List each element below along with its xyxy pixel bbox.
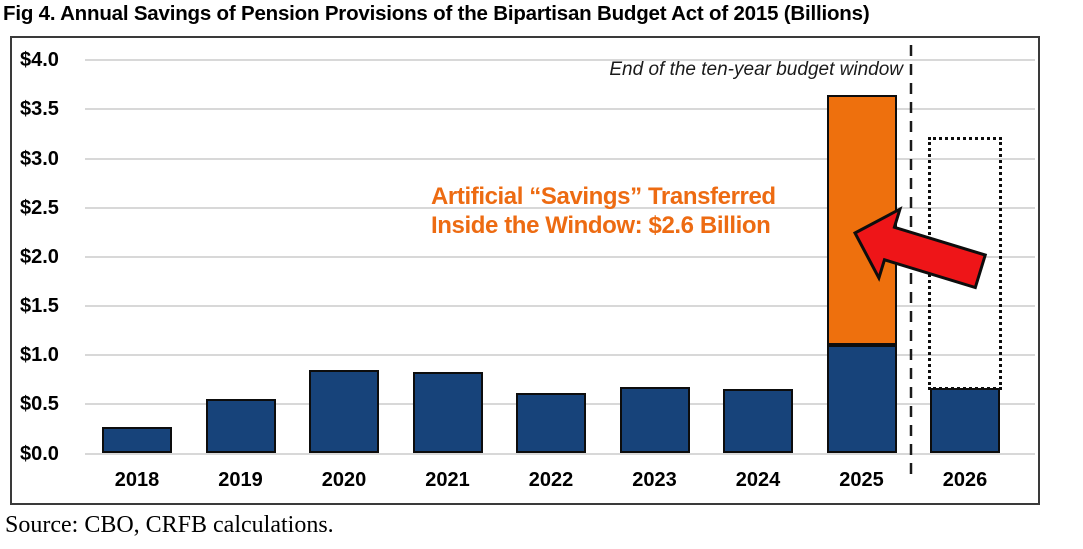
bar-2025 [826,345,897,454]
gridline-$1.5 [85,305,1035,308]
gridline-$3.5 [85,108,1035,111]
bar-2020 [309,369,379,454]
bar-2022 [516,392,586,454]
gridline-$0.0 [85,452,1035,455]
x-tick-label-2023: 2023 [632,469,677,491]
y-tick-label: $0.5 [20,393,59,416]
y-tick-label: $4.0 [20,49,59,72]
bar-2018 [102,426,172,454]
budget-window-note: End of the ten-year budget window [609,59,903,80]
x-tick-label-2022: 2022 [528,469,574,491]
bar-2019 [205,399,276,454]
gridline-$4.0 [85,59,1035,62]
x-tick-label-2024: 2024 [735,469,781,491]
bar-2024 [723,388,793,454]
bar-2023 [619,386,690,454]
x-tick-label-2020: 2020 [321,469,367,491]
y-tick-label: $3.0 [20,147,59,170]
source-note: Source: CBO, CRFB calculations. [5,512,334,538]
artificial-savings-annotation-line2: Inside the Window: $2.6 Billion [431,212,771,239]
gridline-$3.0 [85,157,1035,160]
bar-2021 [412,371,483,454]
chart-title: Fig 4. Annual Savings of Pension Provisi… [3,2,870,25]
gridline-$2.0 [85,255,1035,258]
x-tick-label-2025: 2025 [839,469,884,491]
artificial-savings-annotation-line1: Artificial “Savings” Transferred [431,183,776,210]
y-tick-label: $1.0 [20,344,59,367]
x-tick-label-2018: 2018 [114,469,160,491]
bar-2025-orange-segment [826,94,897,346]
y-tick-label: $2.0 [20,245,59,268]
phantom-bar-outline-2026 [928,136,1002,390]
bar-2026 [930,387,1000,454]
gridline-$1.0 [85,354,1035,357]
y-tick-label: $3.5 [20,98,59,121]
x-tick-label-2021: 2021 [425,469,470,491]
y-tick-label: $0.0 [20,442,59,465]
x-tick-label-2026: 2026 [942,469,988,491]
x-tick-label-2019: 2019 [218,469,263,491]
artificial-savings-annotation: Artificial “Savings” Transferred Inside … [431,182,776,240]
y-tick-label: $1.5 [20,295,59,318]
y-tick-label: $2.5 [20,196,59,219]
gridline-$2.5 [85,206,1035,209]
